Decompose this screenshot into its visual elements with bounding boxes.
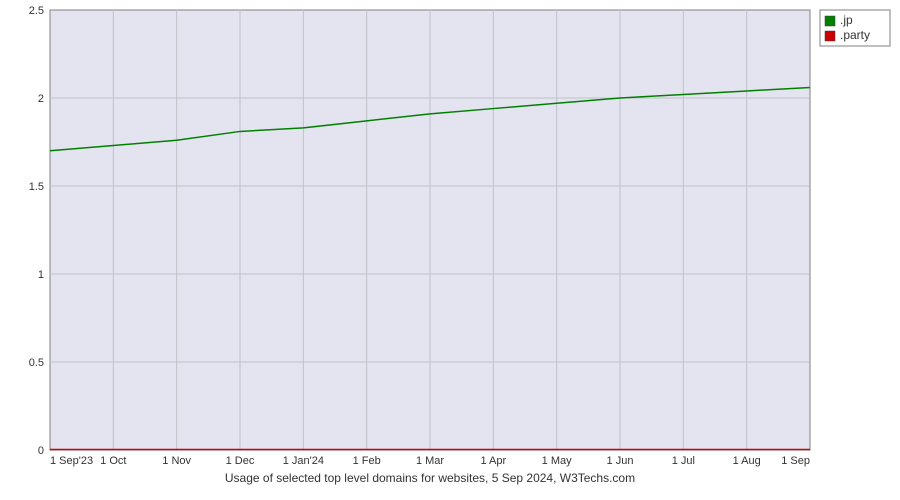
x-tick-label: 1 Aug — [733, 455, 761, 467]
x-tick-label: 1 Feb — [353, 455, 381, 467]
x-tick-label: 1 Jan'24 — [283, 455, 324, 467]
chart-container: 0 0.5 1 1.5 2 2.5 1 Sep'23 1 Oct 1 Nov 1 Dec 1 Jan… — [0, 0, 900, 500]
legend-label: .party — [840, 28, 870, 42]
line-chart: 0 0.5 1 1.5 2 2.5 1 Sep'23 1 Oct 1 Nov 1 Dec 1 Jan… — [0, 0, 900, 500]
y-tick-label: 1 — [38, 269, 44, 281]
y-tick-label: 0.5 — [29, 357, 44, 369]
chart-caption: Usage of selected top level domains for … — [225, 471, 635, 485]
y-tick-label: 2.5 — [29, 5, 44, 17]
legend-swatch — [825, 31, 835, 41]
x-tick-label: 1 Nov — [162, 455, 191, 467]
x-tick-label: 1 Jul — [672, 455, 695, 467]
x-tick-label: 1 Jun — [607, 455, 634, 467]
y-tick-label: 0 — [38, 445, 44, 457]
x-tick-label: 1 Mar — [416, 455, 444, 467]
x-tick-label: 1 Apr — [480, 455, 506, 467]
legend-swatch — [825, 16, 835, 26]
y-tick-label: 1.5 — [29, 181, 44, 193]
x-tick-label: 1 May — [542, 455, 572, 467]
x-tick-label: 1 Sep'23 — [50, 455, 93, 467]
y-tick-label: 2 — [38, 93, 44, 105]
legend-label: .jp — [840, 13, 853, 27]
x-tick-label: 1 Oct — [100, 455, 126, 467]
x-tick-label: 1 Dec — [226, 455, 255, 467]
x-tick-label: 1 Sep — [781, 455, 810, 467]
